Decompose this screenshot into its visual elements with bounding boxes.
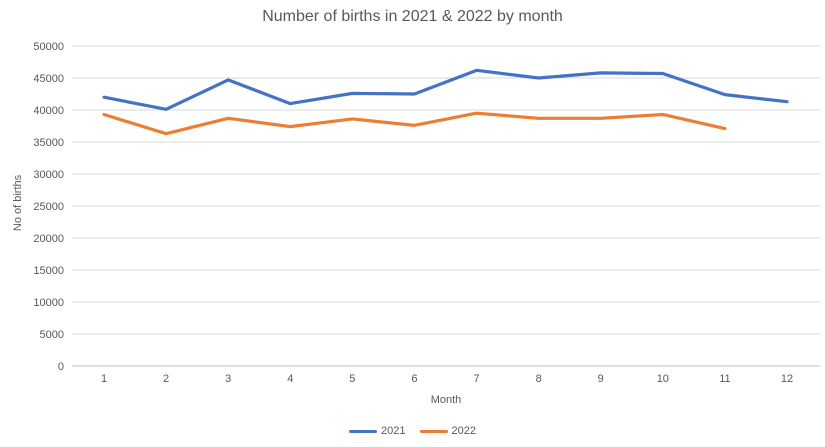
y-tick-label: 20000	[33, 233, 64, 245]
x-tick-label: 4	[287, 373, 293, 385]
y-tick-label: 50000	[33, 41, 64, 53]
y-tick-label: 30000	[33, 169, 64, 181]
x-tick-label: 2	[163, 373, 169, 385]
legend: 2021 2022	[0, 425, 825, 437]
legend-item-2021: 2021	[349, 425, 406, 437]
y-tick-label: 5000	[40, 329, 64, 341]
x-tick-label: 12	[781, 373, 793, 385]
y-tick-label: 40000	[33, 105, 64, 117]
x-tick-label: 8	[536, 373, 542, 385]
y-tick-label: 10000	[33, 297, 64, 309]
y-tick-label: 15000	[33, 265, 64, 277]
series-2022-marker-icon	[419, 429, 448, 433]
y-tick-label: 45000	[33, 73, 64, 85]
series-line-2022	[102, 111, 727, 136]
x-tick-label: 9	[598, 373, 604, 385]
chart-title: Number of births in 2021 & 2022 by month	[262, 8, 563, 25]
x-tick-label: 11	[719, 373, 730, 385]
y-tick-label: 0	[58, 361, 64, 373]
x-tick-label: 5	[349, 373, 355, 385]
y-tick-label: 25000	[33, 201, 64, 213]
legend-label-2021: 2021	[381, 425, 406, 437]
legend-item-2022: 2022	[419, 425, 476, 437]
y-tick-label: 35000	[33, 137, 64, 149]
x-tick-label: 10	[657, 373, 669, 385]
x-tick-label: 3	[225, 373, 231, 385]
x-tick-label: 7	[473, 373, 479, 385]
x-axis-title: Month	[430, 394, 462, 406]
y-axis-title: No of births	[12, 174, 24, 232]
series-line-2021	[102, 68, 789, 111]
x-tick-label: 1	[101, 373, 107, 385]
legend-label-2022: 2022	[451, 425, 476, 437]
series-2021-marker-icon	[349, 429, 378, 433]
x-tick-label: 6	[411, 373, 417, 385]
